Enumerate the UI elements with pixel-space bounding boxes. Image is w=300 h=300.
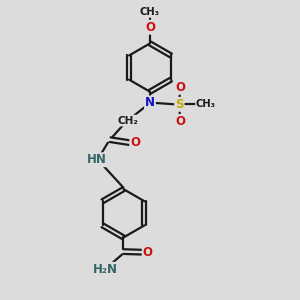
- Text: O: O: [142, 246, 153, 259]
- Text: S: S: [175, 98, 184, 111]
- Text: O: O: [145, 21, 155, 34]
- Text: O: O: [175, 115, 185, 128]
- Text: HN: HN: [87, 153, 107, 166]
- Text: O: O: [175, 81, 185, 94]
- Text: CH₃: CH₃: [196, 99, 216, 110]
- Text: H₂N: H₂N: [93, 263, 118, 276]
- Text: O: O: [130, 136, 140, 149]
- Text: CH₂: CH₂: [118, 116, 138, 126]
- Text: CH₃: CH₃: [140, 7, 160, 17]
- Text: N: N: [145, 96, 155, 110]
